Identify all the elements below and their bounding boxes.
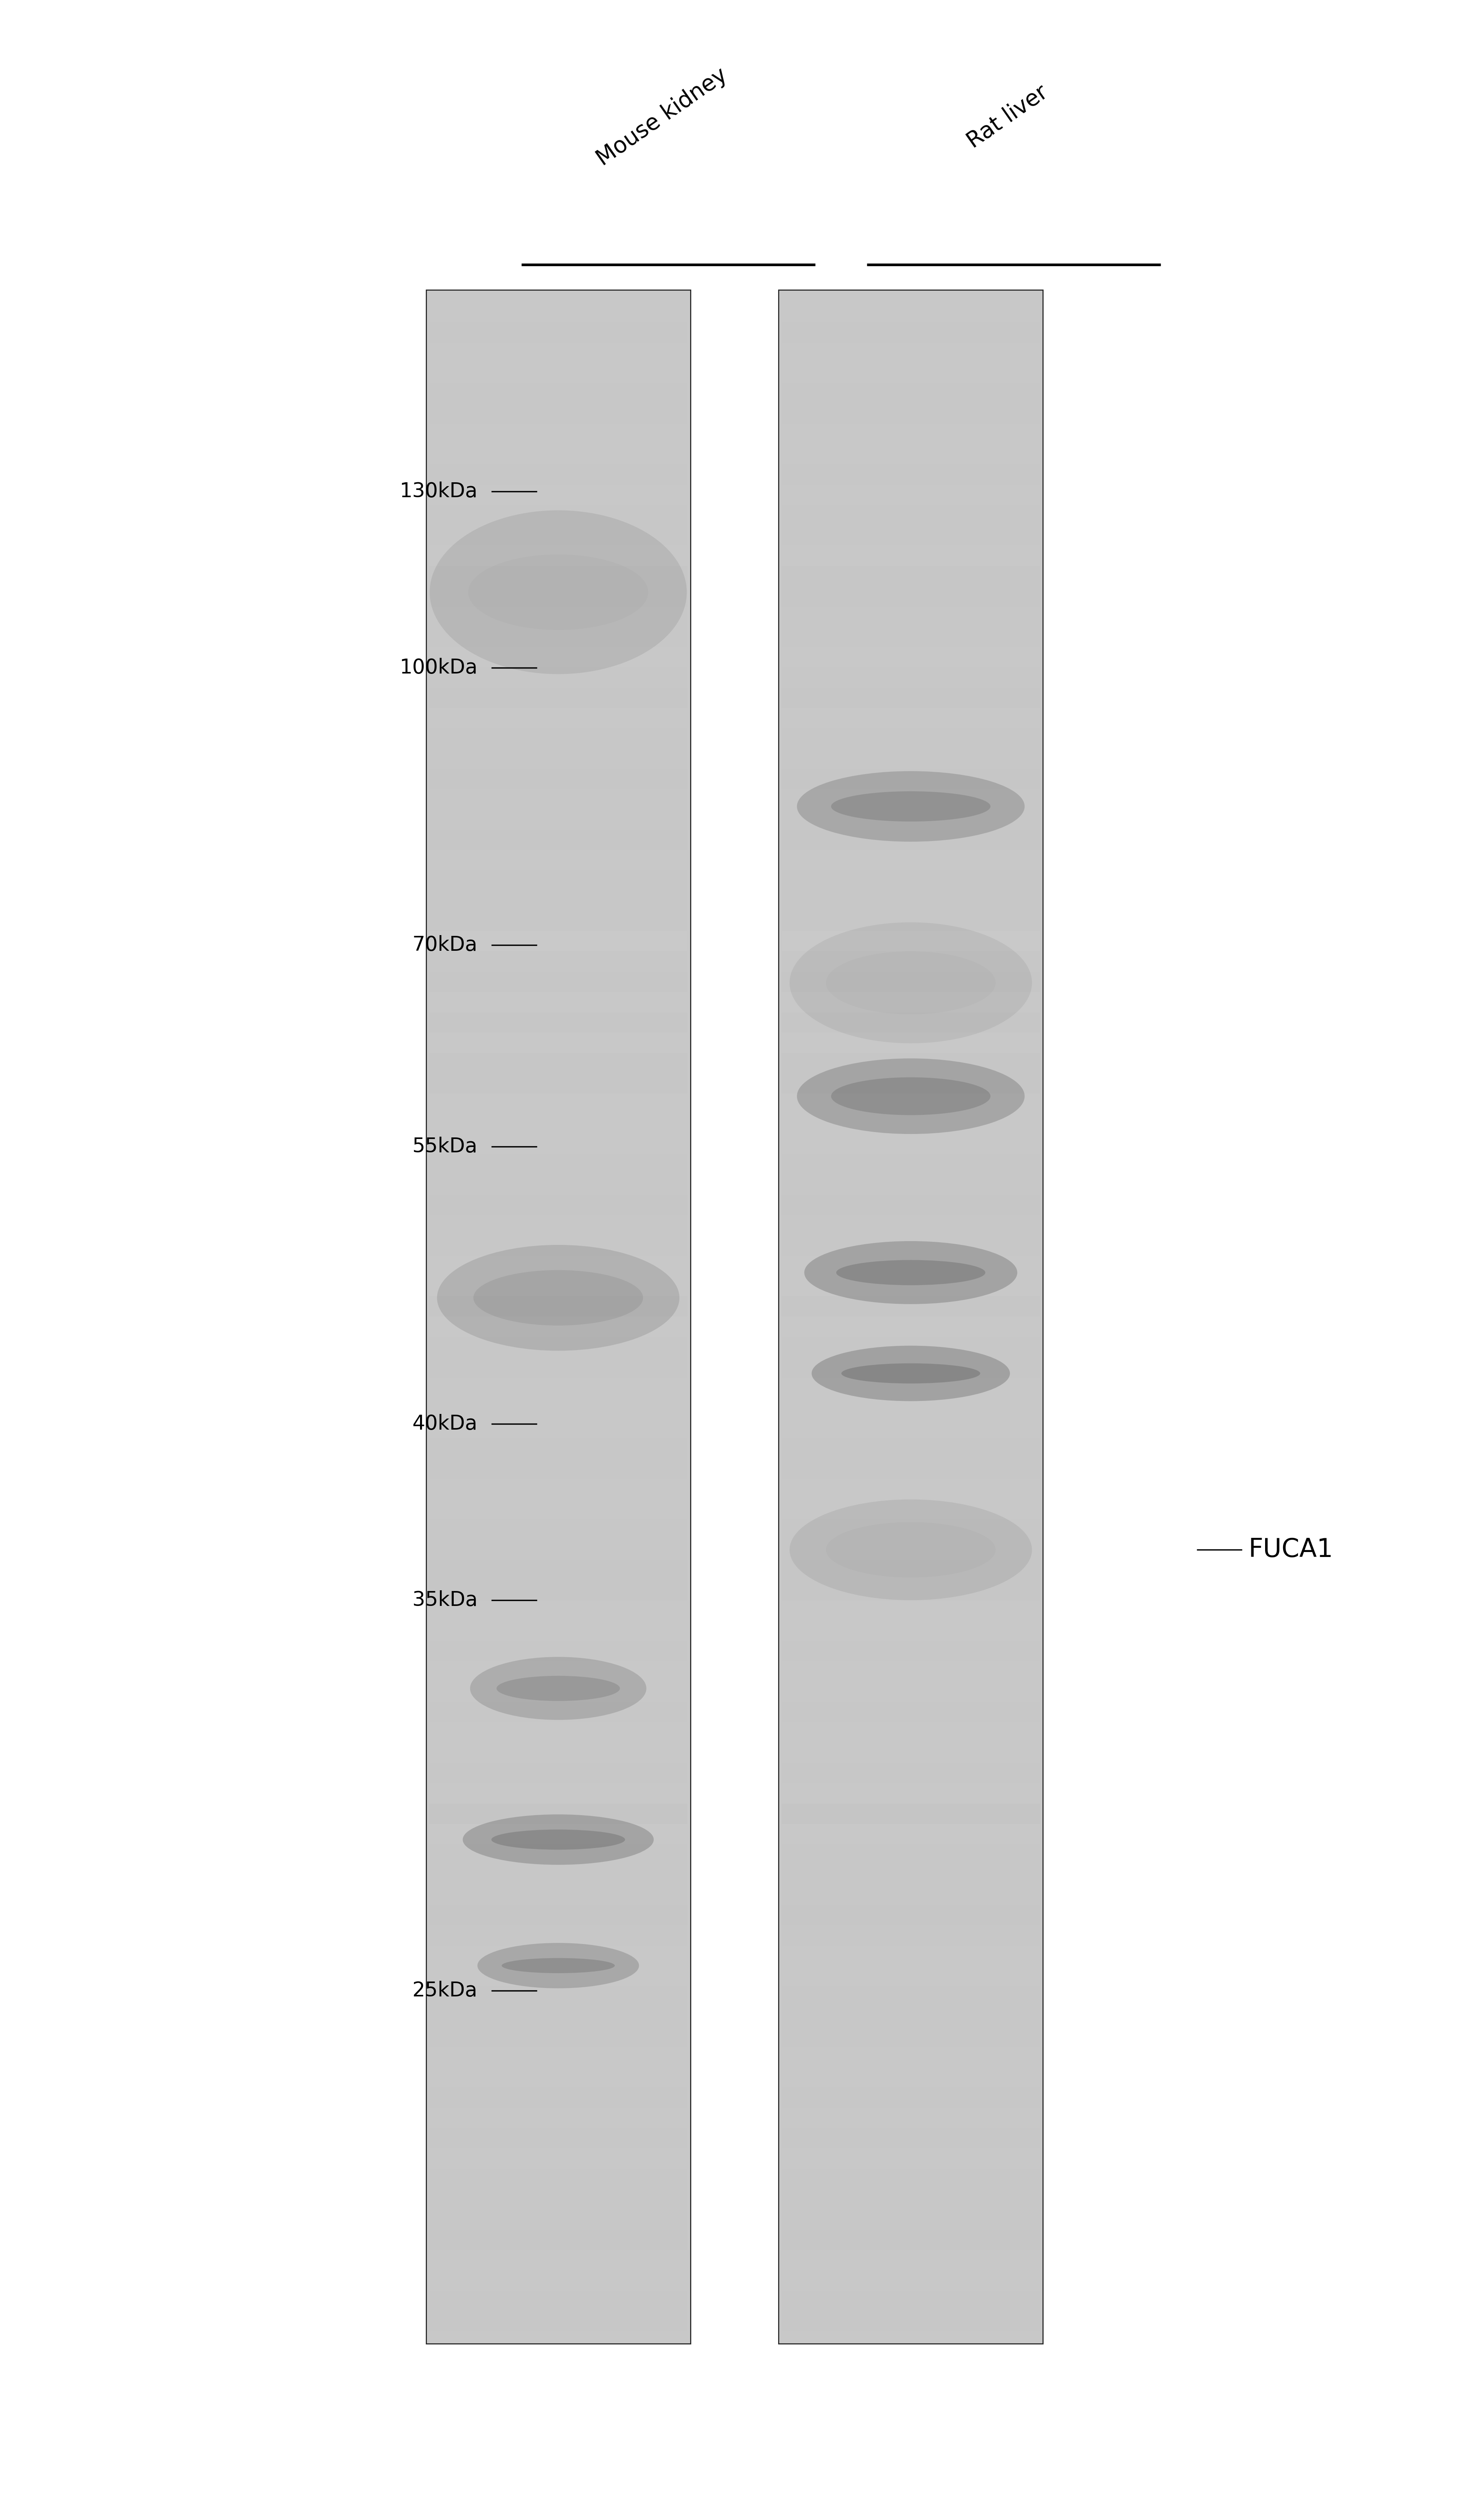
Ellipse shape — [477, 1943, 639, 1988]
Ellipse shape — [429, 509, 687, 673]
Ellipse shape — [798, 771, 1025, 842]
Ellipse shape — [842, 1363, 980, 1383]
Text: Rat liver: Rat liver — [964, 81, 1052, 154]
Ellipse shape — [438, 1245, 679, 1351]
Text: FUCA1: FUCA1 — [1249, 1537, 1334, 1562]
Text: 40kDa: 40kDa — [413, 1414, 477, 1434]
Bar — [426, 290, 690, 2344]
Bar — [779, 290, 1043, 2344]
Text: 70kDa: 70kDa — [413, 935, 477, 955]
Text: 35kDa: 35kDa — [413, 1590, 477, 1610]
Ellipse shape — [831, 791, 990, 822]
Text: Mouse kidney: Mouse kidney — [593, 63, 732, 171]
Ellipse shape — [473, 1270, 643, 1326]
Text: 130kDa: 130kDa — [400, 481, 477, 501]
Text: 55kDa: 55kDa — [413, 1137, 477, 1157]
Ellipse shape — [790, 922, 1033, 1043]
Ellipse shape — [470, 1658, 646, 1721]
Text: 25kDa: 25kDa — [413, 1981, 477, 2001]
Ellipse shape — [790, 1499, 1033, 1600]
Ellipse shape — [831, 1079, 990, 1114]
Ellipse shape — [491, 1830, 626, 1850]
Ellipse shape — [502, 1958, 614, 1973]
Ellipse shape — [497, 1676, 620, 1701]
Text: 100kDa: 100kDa — [400, 658, 477, 678]
Ellipse shape — [836, 1260, 986, 1285]
Ellipse shape — [812, 1346, 1011, 1401]
Ellipse shape — [798, 1058, 1025, 1134]
Ellipse shape — [805, 1240, 1018, 1305]
Ellipse shape — [463, 1814, 654, 1865]
